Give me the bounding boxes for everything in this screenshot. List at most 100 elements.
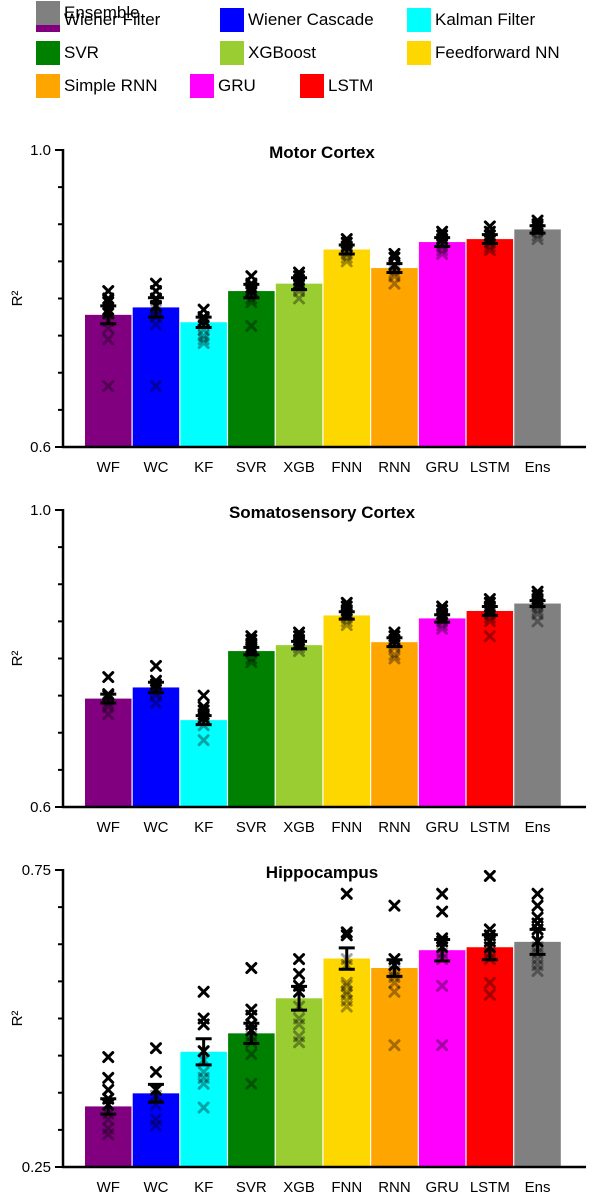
y-tick-label: 0.75 (22, 862, 51, 879)
marker-stroke (436, 979, 449, 992)
data-point-marker (245, 1077, 258, 1090)
data-point-marker (197, 700, 210, 713)
data-point-marker (293, 630, 306, 643)
data-point-marker (149, 1042, 162, 1055)
marker-stroke (245, 1077, 258, 1090)
error-bar (291, 639, 308, 651)
data-point-marker (436, 225, 449, 238)
data-point-marker (531, 887, 544, 900)
y-tick-label: 0.6 (30, 439, 51, 456)
marker-stroke (388, 1039, 401, 1052)
data-point-marker (340, 988, 353, 1001)
legend: Wiener Filter Wiener Cascade Kalman Filter… (0, 0, 596, 110)
marker-stroke (245, 656, 258, 669)
data-point-marker (102, 1128, 115, 1141)
marker-stroke (102, 333, 115, 346)
data-point-marker (102, 1051, 115, 1064)
marker-stroke (149, 380, 162, 393)
data-point-marker (149, 1119, 162, 1132)
data-point-marker (483, 988, 496, 1001)
error-bar (147, 680, 164, 695)
data-point-marker (340, 926, 353, 939)
marker-stroke (531, 607, 544, 620)
marker-stroke (102, 1113, 115, 1126)
marker-stroke (388, 985, 401, 998)
chart-title: Motor Cortex (269, 143, 375, 162)
x-tick-label: WC (143, 1179, 168, 1196)
legend-label: Ensemble (64, 3, 140, 22)
marker-stroke (293, 1018, 306, 1031)
marker-stroke (149, 1113, 162, 1126)
data-point-marker (340, 596, 353, 609)
marker-stroke (436, 622, 449, 635)
data-point-marker (531, 607, 544, 620)
legend-label: Kalman Filter (435, 10, 536, 29)
x-tick-label: SVR (236, 819, 267, 836)
marker-stroke (149, 1042, 162, 1055)
marker-stroke (197, 1012, 210, 1025)
legend-item: GRU (190, 73, 256, 99)
data-point-marker (340, 600, 353, 613)
marker-stroke (340, 600, 353, 613)
bar-rnn (371, 968, 418, 1167)
marker-stroke (245, 1048, 258, 1061)
bar-fnn (323, 249, 370, 447)
marker-stroke (197, 1077, 210, 1090)
marker-stroke (531, 233, 544, 246)
bar-rnn (371, 642, 418, 807)
bar-ens (514, 603, 561, 807)
marker-stroke (483, 244, 496, 257)
bar-lstm (466, 947, 514, 1167)
marker-stroke (436, 622, 449, 635)
x-tick-label: GRU (425, 819, 458, 836)
marker-stroke (197, 333, 210, 346)
marker-stroke (197, 329, 210, 342)
marker-stroke (245, 319, 258, 332)
y-tick-label: 0.25 (22, 1159, 51, 1176)
data-point-marker (436, 247, 449, 260)
data-point-marker (245, 270, 258, 283)
data-point-marker (102, 1113, 115, 1126)
marker-stroke (102, 1083, 115, 1096)
x-tick-label: XGB (283, 819, 315, 836)
data-point-marker (531, 959, 544, 972)
marker-stroke (531, 964, 544, 977)
data-point-marker (245, 319, 258, 332)
x-tick-label: LSTM (470, 819, 510, 836)
marker-stroke (388, 985, 401, 998)
data-point-marker (293, 1018, 306, 1031)
data-point-marker (197, 1101, 210, 1114)
legend-label: XGBoost (248, 43, 317, 62)
data-point-marker (531, 233, 544, 246)
marker-stroke (340, 988, 353, 1001)
error-bar (481, 933, 498, 962)
marker-stroke (388, 652, 401, 665)
data-point-marker (388, 247, 401, 260)
marker-stroke (531, 589, 544, 602)
data-point-marker (102, 333, 115, 346)
y-axis-label: R² (9, 291, 26, 307)
data-point-marker (245, 1048, 258, 1061)
data-point-marker (197, 1065, 210, 1078)
marker-stroke (197, 329, 210, 342)
x-tick-label: RNN (378, 819, 411, 836)
data-point-marker (340, 985, 353, 998)
data-point-marker (102, 1083, 115, 1096)
x-tick-label: KF (194, 459, 213, 476)
y-tick-label: 0.6 (30, 799, 51, 816)
marker-stroke (436, 979, 449, 992)
error-bar (529, 599, 546, 609)
data-point-marker (149, 318, 162, 331)
data-point-marker (197, 985, 210, 998)
marker-stroke (483, 976, 496, 989)
marker-stroke (102, 708, 115, 721)
marker-stroke (483, 988, 496, 1001)
legend-item: Feedforward NN (407, 40, 560, 66)
marker-stroke (149, 318, 162, 331)
bar-fnn (323, 615, 370, 807)
marker-stroke (245, 656, 258, 669)
x-tick-label: KF (194, 819, 213, 836)
marker-stroke (340, 985, 353, 998)
hippocampus-chart: Hippocampus 0.75 0.25 R² WF WC KF SVR XGB FNN RNN G… (9, 862, 586, 1196)
marker-stroke (197, 1101, 210, 1114)
